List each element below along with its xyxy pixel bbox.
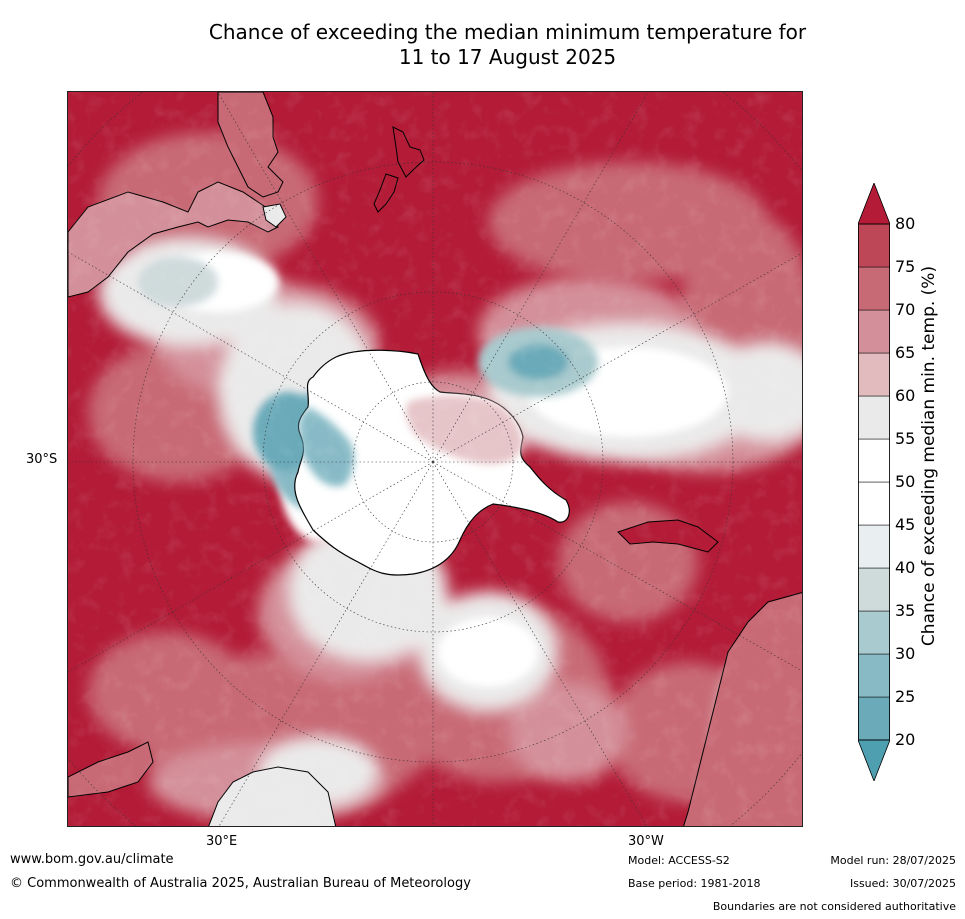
colorbar-segment bbox=[858, 266, 890, 311]
colorbar-tick-label: 75 bbox=[895, 257, 916, 276]
colorbar-frame bbox=[858, 223, 890, 741]
longitude-label-30e: 30°E bbox=[206, 834, 238, 849]
map-title: Chance of exceeding the median minimum t… bbox=[100, 20, 915, 70]
colorbar-segment bbox=[858, 481, 890, 526]
footer-model-run: Model run: 28/07/2025 bbox=[830, 854, 956, 867]
colorbar bbox=[858, 183, 890, 781]
map-canvas bbox=[68, 92, 802, 826]
colorbar-tick-label: 50 bbox=[895, 472, 916, 491]
footer-copyright: © Commonwealth of Australia 2025, Austra… bbox=[10, 876, 471, 891]
footer-model: Model: ACCESS-S2 bbox=[628, 854, 730, 867]
colorbar-segment bbox=[858, 610, 890, 655]
colorbar-segment bbox=[858, 567, 890, 612]
colorbar-tick-label: 55 bbox=[895, 429, 916, 448]
colorbar-tick-label: 45 bbox=[895, 515, 916, 534]
colorbar-segment bbox=[858, 352, 890, 397]
colorbar-tick-label: 70 bbox=[895, 300, 916, 319]
colorbar-tick-label: 20 bbox=[895, 730, 916, 749]
title-line-1: Chance of exceeding the median minimum t… bbox=[208, 20, 807, 44]
colorbar-tick-label: 40 bbox=[895, 558, 916, 577]
graticule bbox=[68, 92, 802, 826]
colorbar-segment bbox=[858, 438, 890, 483]
speckle-texture bbox=[68, 92, 802, 826]
colorbar-segment bbox=[858, 223, 890, 268]
longitude-label-30w: 30°W bbox=[628, 834, 664, 849]
colorbar-below-triangle bbox=[858, 739, 890, 781]
colorbar-segments bbox=[858, 223, 890, 741]
latitude-label-30s: 30°S bbox=[26, 452, 58, 467]
colorbar-title: Chance of exceeding median min. temp. (%… bbox=[919, 265, 939, 647]
title-line-2: 11 to 17 August 2025 bbox=[398, 45, 617, 69]
footer-website[interactable]: www.bom.gov.au/climate bbox=[10, 852, 174, 867]
colorbar-tick-label: 25 bbox=[895, 687, 916, 706]
colorbar-segment bbox=[858, 696, 890, 741]
colorbar-tick-label: 35 bbox=[895, 601, 916, 620]
colorbar-tick-label: 30 bbox=[895, 644, 916, 663]
footer-issued: Issued: 30/07/2025 bbox=[849, 877, 956, 890]
polar-map bbox=[67, 91, 803, 827]
colorbar-segment bbox=[858, 395, 890, 440]
colorbar-tick-label: 80 bbox=[895, 214, 916, 233]
colorbar-tick-label: 60 bbox=[895, 386, 916, 405]
colorbar-segment bbox=[858, 524, 890, 569]
colorbar-above-triangle bbox=[858, 183, 890, 225]
colorbar-segment bbox=[858, 653, 890, 698]
colorbar-tick-label: 65 bbox=[895, 343, 916, 362]
footer-base-period: Base period: 1981-2018 bbox=[628, 877, 761, 890]
colorbar-segment bbox=[858, 309, 890, 354]
footer-disclaimer: Boundaries are not considered authoritat… bbox=[712, 900, 956, 913]
